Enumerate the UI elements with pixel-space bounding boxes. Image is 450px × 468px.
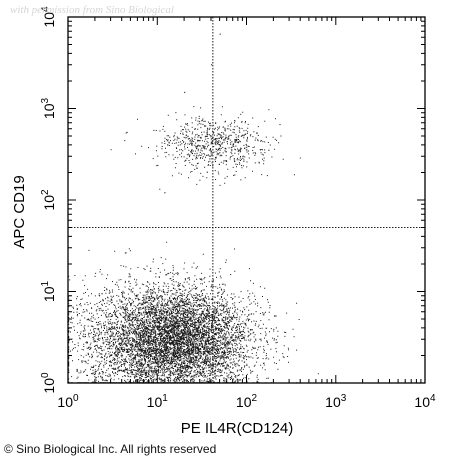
- x-tick-label: 100: [57, 393, 79, 410]
- y-tick-label: 102: [40, 189, 57, 211]
- axis-ticks: [67, 17, 425, 384]
- watermark: with permission from Sino Biological: [10, 4, 174, 16]
- y-tick-label: 100: [40, 372, 57, 394]
- quadrant-gates: [68, 17, 425, 383]
- x-tick-label: 102: [236, 393, 258, 410]
- copyright-notice: © Sino Biological Inc. All rights reserv…: [4, 442, 217, 456]
- x-tick-label: 101: [147, 393, 169, 410]
- y-tick-label: 103: [40, 97, 57, 119]
- points-layer: [68, 33, 319, 384]
- event-dots: [68, 33, 319, 384]
- x-tick-label: 104: [414, 393, 436, 410]
- x-tick-label: 103: [325, 393, 347, 410]
- axes: [67, 16, 426, 384]
- y-tick-label: 104: [40, 6, 57, 28]
- x-axis-label: PE IL4R(CD124): [181, 420, 294, 437]
- y-tick-label: 101: [40, 280, 57, 302]
- y-axis-label: APC CD19: [11, 175, 28, 248]
- tick-labels: 100 101 102 103 104 100 101 102 103 104: [40, 6, 436, 410]
